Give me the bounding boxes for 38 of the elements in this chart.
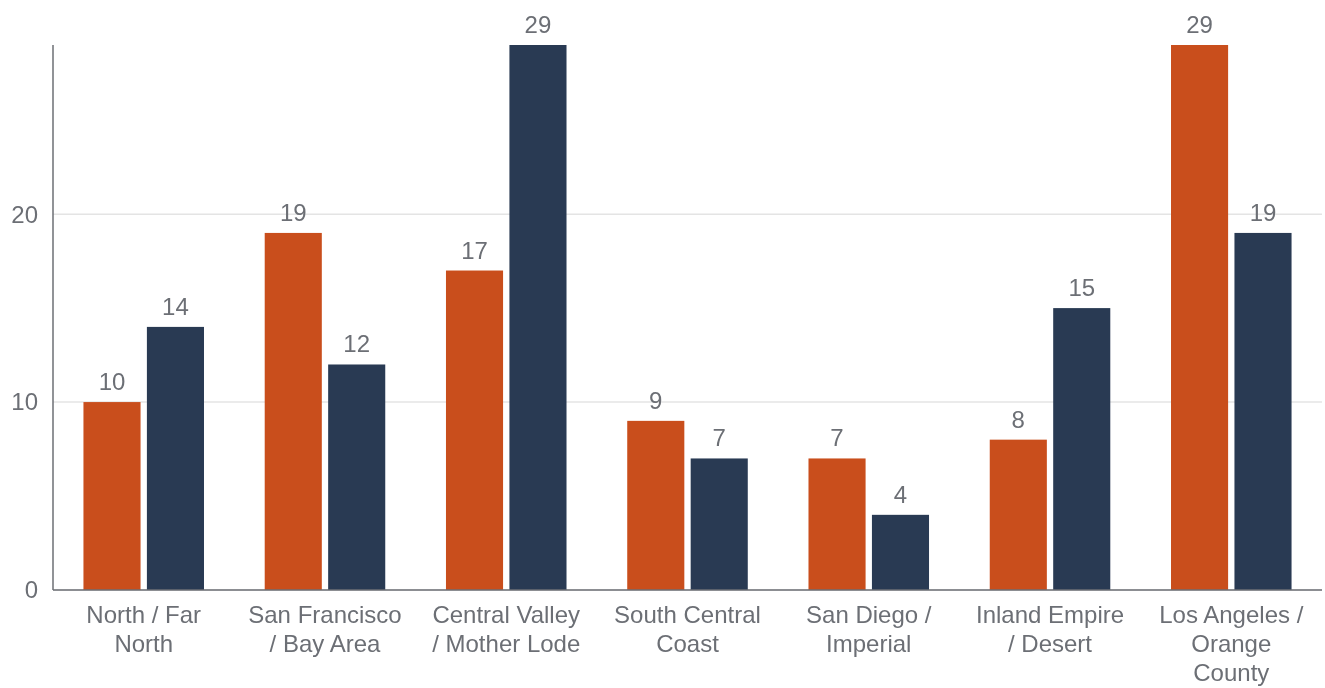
bar [445,270,504,590]
bar [1053,308,1111,590]
data-label: 4 [893,480,908,508]
x-tick-label: North / Far North [86,601,202,657]
data-label: 10 [98,368,126,396]
x-tick-label: Los Angeles / Orange County [1159,601,1304,686]
bar [871,514,930,590]
data-label: 14 [162,292,189,320]
data-label: 19 [1249,198,1277,226]
data-label: 17 [461,236,488,264]
data-label: 7 [830,424,844,452]
y-tick-label: 10 [11,388,38,416]
bar [509,45,567,590]
bar [328,364,386,590]
bar [1171,45,1229,590]
bar [989,439,1047,590]
x-tick-label: San Francisco / Bay Area [248,601,402,657]
bar [627,420,685,590]
bar [808,458,866,590]
x-tick-label: South Central Coast [614,601,761,657]
data-label: 9 [649,386,663,414]
x-tick-label: Inland Empire / Desert [975,601,1125,657]
data-label: 29 [1186,11,1213,38]
bar [146,326,204,590]
data-label: 12 [343,330,371,358]
bar [264,232,322,590]
bar [83,402,141,590]
data-label: 7 [712,424,726,452]
x-tick-label: Central Valley / Mother Lode [432,601,581,657]
bar [1234,232,1292,590]
bar [690,458,748,590]
data-label: 15 [1068,274,1096,302]
data-label: 19 [279,198,307,226]
data-label: 8 [1011,405,1025,433]
data-label: 29 [524,11,552,38]
y-tick-label: 0 [24,576,38,604]
x-tick-label: San Diego / Imperial [806,601,932,657]
y-tick-label: 20 [11,200,38,228]
